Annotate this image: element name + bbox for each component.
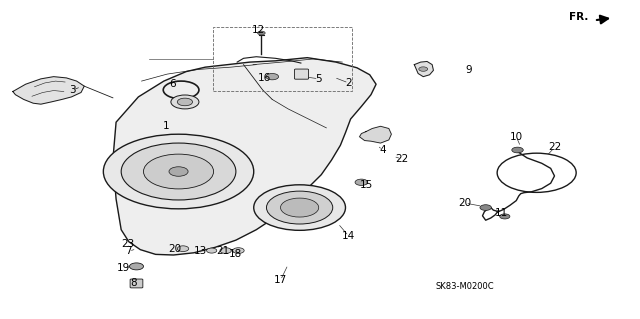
Text: 22: 22	[548, 143, 561, 152]
Text: 10: 10	[509, 132, 523, 142]
Circle shape	[129, 263, 143, 270]
Text: 19: 19	[117, 263, 131, 273]
Text: 18: 18	[229, 249, 243, 259]
Text: 23: 23	[121, 239, 134, 249]
Text: 22: 22	[395, 154, 408, 164]
Circle shape	[280, 198, 319, 217]
Circle shape	[171, 95, 199, 109]
Circle shape	[177, 246, 189, 251]
Text: 7: 7	[125, 246, 132, 256]
Circle shape	[266, 191, 333, 224]
Text: 1: 1	[163, 121, 169, 131]
Circle shape	[419, 67, 428, 71]
FancyBboxPatch shape	[294, 69, 308, 79]
Circle shape	[220, 248, 232, 253]
Text: 17: 17	[274, 275, 287, 285]
Text: 12: 12	[252, 26, 266, 35]
Text: 9: 9	[465, 65, 472, 75]
Polygon shape	[360, 126, 392, 143]
Circle shape	[266, 73, 278, 80]
Circle shape	[500, 214, 510, 219]
Circle shape	[512, 147, 524, 153]
Circle shape	[121, 143, 236, 200]
Text: FR.: FR.	[569, 12, 588, 22]
Text: 14: 14	[342, 231, 355, 241]
Text: 11: 11	[495, 208, 508, 218]
Text: 13: 13	[194, 246, 207, 256]
Polygon shape	[113, 58, 376, 255]
Text: 5: 5	[316, 74, 322, 84]
Circle shape	[233, 248, 244, 253]
Circle shape	[177, 98, 193, 106]
Text: 3: 3	[70, 85, 76, 95]
Text: 20: 20	[459, 198, 472, 208]
Text: 15: 15	[360, 181, 373, 190]
Polygon shape	[414, 62, 433, 77]
Circle shape	[257, 31, 265, 35]
Circle shape	[169, 167, 188, 176]
Circle shape	[103, 134, 253, 209]
Text: 2: 2	[346, 78, 352, 88]
FancyBboxPatch shape	[130, 279, 143, 288]
Text: 4: 4	[379, 145, 386, 155]
Circle shape	[207, 248, 217, 253]
Text: 6: 6	[169, 79, 175, 89]
Circle shape	[253, 185, 346, 230]
Text: 20: 20	[168, 244, 181, 254]
Text: 21: 21	[216, 246, 230, 256]
Text: 8: 8	[130, 278, 136, 288]
Text: SK83-M0200C: SK83-M0200C	[436, 282, 495, 291]
Circle shape	[143, 154, 214, 189]
Polygon shape	[13, 77, 84, 104]
Circle shape	[355, 179, 368, 185]
Text: 16: 16	[258, 73, 271, 83]
Circle shape	[480, 205, 492, 211]
